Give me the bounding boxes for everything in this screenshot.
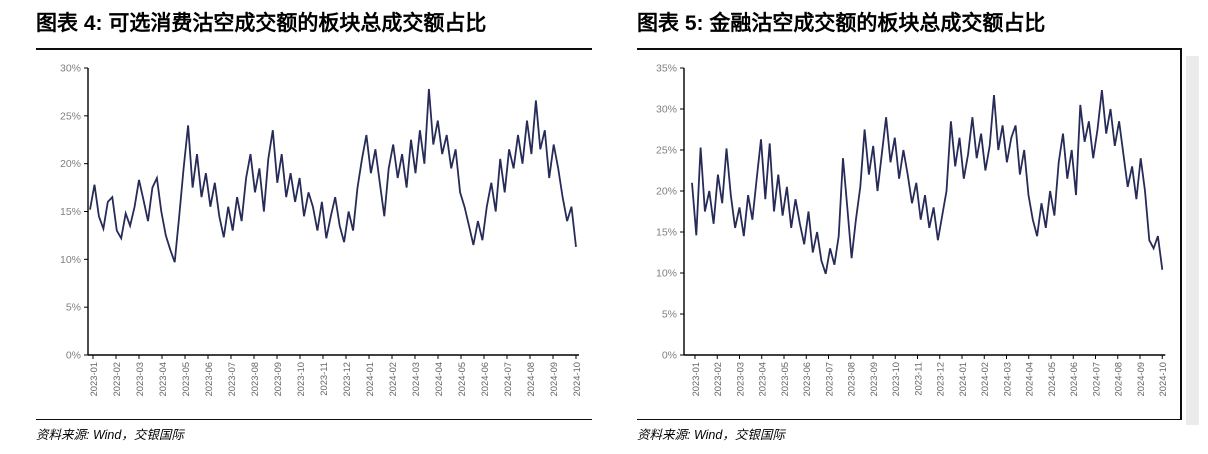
figure-5-title: 图表 5: 金融沽空成交额的板块总成交额占比 (637, 12, 1046, 35)
figure-5-frame-border (1180, 48, 1182, 420)
x-axis-labels: 2023-01 2023-02 2023-03 2023-04 2023-05 2023-… (88, 355, 582, 396)
figure-4-source-note: 资料来源: Wind，交银国际 (36, 428, 184, 442)
y-axis-labels: 0% 5% 10% 15% 20% 25% 30% (60, 63, 88, 362)
x-tick-label: 2024-04 (433, 362, 444, 396)
x-tick-label: 2023-06 (203, 362, 214, 396)
y-tick-label: 15% (656, 227, 677, 239)
y-axis-labels: 0% 5% 10% 15% 20% 25% 30% 35% (656, 63, 684, 362)
x-tick-label: 2024-10 (1157, 362, 1168, 396)
figure-4-panel: 图表 4: 可选消费沽空成交额的板块总成交额占比 0% 5% 10% 15% 20% 25… (0, 12, 604, 442)
y-tick-label: 30% (60, 63, 81, 75)
figure-5-source-rule (637, 419, 1180, 420)
x-tick-label: 2024-03 (410, 362, 421, 396)
x-tick-label: 2024-10 (571, 362, 582, 396)
y-tick-label: 25% (656, 145, 677, 157)
x-tick-label: 2023-05 (779, 362, 790, 396)
figure-4-title-rule (36, 48, 592, 50)
x-tick-label: 2023-06 (801, 362, 812, 396)
y-tick-label: 5% (66, 302, 81, 314)
x-tick-label: 2023-02 (712, 362, 723, 396)
x-tick-label: 2023-10 (890, 362, 901, 396)
x-tick-label: 2024-03 (1001, 362, 1012, 396)
x-tick-label: 2023-04 (157, 362, 168, 396)
x-tick-label: 2024-05 (1046, 362, 1057, 396)
figure-5-frame-shadow (1186, 56, 1199, 425)
x-tick-label: 2023-09 (868, 362, 879, 396)
x-tick-label: 2024-09 (1135, 362, 1146, 396)
x-tick-label: 2024-08 (1113, 362, 1124, 396)
x-tick-label: 2024-07 (502, 362, 513, 396)
x-tick-label: 2023-12 (935, 362, 946, 396)
x-tick-label: 2023-01 (88, 362, 99, 396)
x-tick-label: 2024-02 (387, 362, 398, 396)
x-tick-label: 2023-05 (180, 362, 191, 396)
x-tick-label: 2024-01 (957, 362, 968, 396)
x-tick-label: 2023-11 (318, 362, 329, 396)
x-tick-label: 2023-01 (690, 362, 701, 396)
y-tick-label: 20% (60, 158, 81, 170)
y-tick-label: 25% (60, 110, 81, 122)
x-tick-label: 2023-08 (249, 362, 260, 396)
x-tick-label: 2023-09 (272, 362, 283, 396)
y-tick-label: 10% (60, 254, 81, 266)
line-series (691, 90, 1164, 275)
y-tick-label: 15% (60, 206, 81, 218)
figure-4-title: 图表 4: 可选消费沽空成交额的板块总成交额占比 (36, 12, 487, 35)
x-tick-label: 2023-02 (111, 362, 122, 396)
x-tick-label: 2023-07 (823, 362, 834, 396)
figure-4-chart: 0% 5% 10% 15% 20% 25% 30% 2023-01 2023-02 2023-03… (0, 52, 604, 414)
figure-4-chart-canvas: 0% 5% 10% 15% 20% 25% 30% 2023-01 2023-02 2023-03… (60, 63, 582, 397)
x-tick-label: 2023-10 (295, 362, 306, 396)
x-axis-labels: 2023-01 2023-02 2023-03 2023-04 2023-05 2023-… (690, 355, 1168, 396)
x-tick-label: 2024-08 (525, 362, 536, 396)
y-tick-label: 0% (662, 350, 677, 362)
x-tick-label: 2023-04 (757, 362, 768, 396)
x-tick-label: 2024-05 (456, 362, 467, 396)
x-tick-label: 2024-06 (479, 362, 490, 396)
x-tick-label: 2023-12 (341, 362, 352, 396)
figure-5-chart: 0% 5% 10% 15% 20% 25% 30% 35% 2023-01 2023-02 2023… (604, 52, 1208, 414)
x-tick-label: 2023-03 (134, 362, 145, 396)
x-tick-label: 2024-01 (364, 362, 375, 396)
y-tick-label: 10% (656, 268, 677, 280)
figure-4-source-rule (36, 419, 592, 420)
x-tick-label: 2024-06 (1068, 362, 1079, 396)
axes (683, 68, 1166, 356)
x-tick-label: 2023-03 (734, 362, 745, 396)
y-tick-label: 20% (656, 186, 677, 198)
y-tick-label: 0% (66, 350, 81, 362)
x-tick-label: 2024-09 (548, 362, 559, 396)
line-series (89, 88, 577, 263)
y-tick-label: 5% (662, 309, 677, 321)
x-tick-label: 2024-04 (1024, 362, 1035, 396)
x-tick-label: 2023-07 (226, 362, 237, 396)
figure-5-source-note: 资料来源: Wind，交银国际 (637, 428, 785, 442)
figure-5-chart-canvas: 0%5%10%15%20%25%30%35%2023-01 2023-02 2023… (656, 63, 1168, 397)
x-tick-label: 2023-08 (846, 362, 857, 396)
x-tick-label: 2023-11 (912, 362, 923, 396)
figure-5-panel: 图表 5: 金融沽空成交额的板块总成交额占比 0% 5% 10% 15% 20% 25% 3… (604, 0, 1208, 454)
y-tick-label: 35% (656, 63, 677, 75)
y-tick-label: 30% (656, 104, 677, 116)
x-tick-label: 2024-02 (979, 362, 990, 396)
figure-5-title-rule (637, 48, 1180, 50)
x-tick-label: 2024-07 (1090, 362, 1101, 396)
